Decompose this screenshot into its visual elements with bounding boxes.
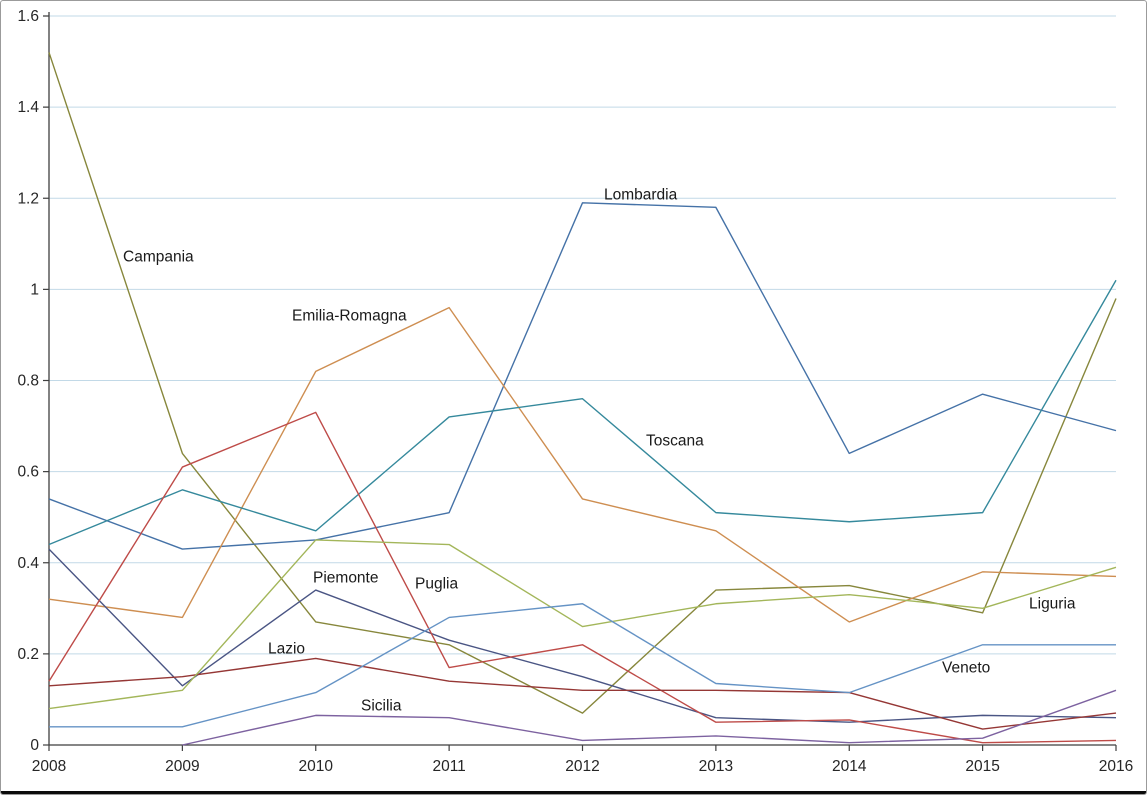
x-axis-tick-label: 2014 (832, 758, 867, 775)
series-line-liguria (48, 539, 1117, 710)
y-axis-tick-label: 0.2 (17, 646, 39, 663)
y-axis-tick-label: 0.8 (17, 373, 39, 390)
x-axis-tick-label: 2010 (299, 758, 334, 775)
series-line-puglia (48, 411, 1117, 744)
series-label-veneto: Veneto (942, 660, 990, 677)
series-label-campania: Campania (123, 249, 194, 266)
y-axis-tick-label: 0 (30, 737, 39, 754)
x-axis-tick-label: 2016 (1099, 758, 1133, 775)
series-line-emilia-romagna (48, 306, 1117, 623)
y-axis-tick-label: 1.6 (17, 8, 39, 25)
series-label-lombardia: Lombardia (604, 187, 678, 204)
x-axis-tick-label: 2008 (32, 758, 66, 775)
series-label-piemonte: Piemonte (313, 570, 378, 587)
series-line-toscana (48, 279, 1117, 546)
x-axis-tick-label: 2015 (965, 758, 999, 775)
y-axis-tick-label: 0.6 (17, 464, 39, 481)
x-axis-tick-label: 2012 (565, 758, 599, 775)
series-line-piemonte (48, 548, 1117, 723)
series-label-lazio: Lazio (268, 641, 305, 658)
y-axis-tick-label: 1.2 (17, 190, 39, 207)
y-axis-tick-label: 1 (30, 281, 39, 298)
y-axis-tick-label: 1.4 (17, 99, 39, 116)
x-axis-tick-label: 2011 (432, 758, 465, 775)
y-axis-tick-label: 0.4 (17, 555, 39, 572)
series-label-sicilia: Sicilia (361, 698, 402, 715)
series-label-liguria: Liguria (1029, 596, 1076, 613)
series-line-veneto (49, 603, 1116, 728)
window-bottom-edge (1, 791, 1146, 794)
series-label-emilia-romagna: Emilia-Romagna (292, 308, 407, 325)
x-axis-tick-label: 2009 (165, 758, 199, 775)
series-line-lombardia (48, 202, 1117, 550)
series-line-campania (48, 52, 1117, 714)
series-label-puglia: Puglia (415, 576, 458, 593)
x-axis-tick-label: 2013 (699, 758, 733, 775)
series-line-sicilia (182, 689, 1117, 746)
series-line-lazio (48, 657, 1117, 730)
series-label-toscana: Toscana (646, 433, 704, 450)
